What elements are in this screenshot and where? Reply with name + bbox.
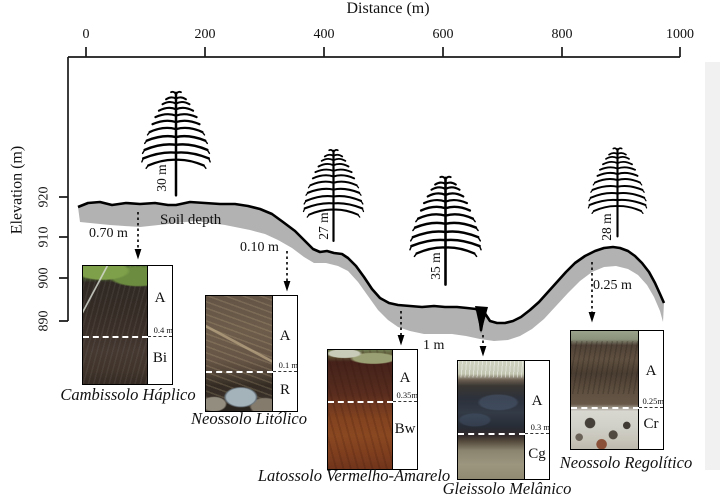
soil-profile-neossolo-regolitico: A Cr 0.25m xyxy=(570,330,664,450)
horizon-strip xyxy=(272,296,297,411)
x-tick-0: 0 xyxy=(82,27,90,42)
horizon-boundary-depth: 0.3 m xyxy=(530,422,550,433)
horizon-strip xyxy=(147,266,172,384)
y-axis-title: Elevation (m) xyxy=(8,145,26,235)
horizon-label-cr: Cr xyxy=(643,415,659,432)
horizon-boundary-line xyxy=(328,401,393,404)
tree-height-label-4: 28 m xyxy=(598,213,614,241)
profile-pit-notch xyxy=(475,306,488,333)
profile-caption-cambissolo: Cambissolo Háplico xyxy=(60,385,196,404)
soil-profile-cambissolo-haplico: A Bi 0.4 m xyxy=(82,265,173,385)
araucaria-tree-icon xyxy=(408,174,483,287)
horizon-strip xyxy=(392,350,417,469)
x-tick-800: 800 xyxy=(551,27,573,42)
y-tick-910: 910 xyxy=(36,226,52,248)
horizon-label-a: A xyxy=(399,370,411,387)
x-tick-200: 200 xyxy=(194,27,216,42)
x-axis xyxy=(68,47,681,58)
y-axis xyxy=(59,57,69,322)
x-tick-400: 400 xyxy=(313,27,335,42)
horizon-label-r: R xyxy=(279,382,290,399)
profile-caption-regolitico: Neossolo Regolítico xyxy=(559,453,693,472)
soil-profile-gleissolo: A Cg 0.3 m xyxy=(457,360,550,480)
horizon-boundary-line xyxy=(571,406,639,409)
araucaria-tree-icon xyxy=(586,146,649,238)
horizon-label-a: A xyxy=(279,328,291,345)
horizon-boundary-line xyxy=(458,433,525,436)
horizon-boundary-depth: 0.25m xyxy=(642,395,665,406)
y-tick-900: 900 xyxy=(36,267,52,289)
depth-arrow-icon xyxy=(137,212,593,346)
soil-depth-value-4: 0.25 m xyxy=(593,278,632,293)
tree-height-label-3: 35 m xyxy=(427,252,443,280)
terrain-surface-line xyxy=(77,200,666,332)
horizon-label-a: A xyxy=(531,392,543,409)
soil-photo xyxy=(571,331,639,449)
profile-caption-gleissolo: Gleissolo Melânico xyxy=(442,479,572,498)
profile-caption-litolico: Neossolo Litólico xyxy=(191,409,307,428)
horizon-boundary-line-strip xyxy=(148,335,172,337)
horizon-label-bw: Bw xyxy=(394,421,416,438)
soil-depth-value-2: 0.10 m xyxy=(240,240,279,255)
horizon-boundary-line-strip xyxy=(393,401,417,403)
horizon-label-a: A xyxy=(645,362,657,379)
profile-caption-latossolo: Latossolo Vermelho-Amarelo xyxy=(257,466,451,485)
horizon-label-bi: Bi xyxy=(152,349,168,366)
soil-profile-neossolo-litolico: A R 0.1 m xyxy=(205,295,298,412)
horizon-boundary-depth: 0.35m xyxy=(396,390,419,401)
x-tick-1000: 1000 xyxy=(666,27,694,42)
araucaria-tree-icon xyxy=(302,148,365,243)
y-tick-920: 920 xyxy=(36,186,52,208)
soil-profile-latossolo: A Bw 0.35m xyxy=(327,349,418,470)
soil-photo xyxy=(206,296,273,411)
soil-photo xyxy=(458,361,525,479)
horizon-boundary-depth: 0.4 m xyxy=(153,324,173,335)
scan-edge-artifact xyxy=(705,62,720,470)
horizon-label-a: A xyxy=(154,289,166,306)
horizon-label-cg: Cg xyxy=(528,445,546,462)
horizon-boundary-line-strip xyxy=(525,433,549,435)
tree-height-label-2: 27 m xyxy=(315,212,331,240)
horizon-strip xyxy=(638,331,663,449)
soil-photo xyxy=(83,266,148,384)
x-axis-title: Distance (m) xyxy=(346,0,430,17)
soil-depth-band xyxy=(78,202,664,341)
horizon-boundary-line-strip xyxy=(639,406,663,408)
soil-depth-value-1: 0.70 m xyxy=(89,226,128,241)
horizon-strip xyxy=(524,361,549,479)
horizon-boundary-line xyxy=(83,335,148,338)
araucaria-tree-icon xyxy=(140,90,212,197)
x-tick-600: 600 xyxy=(432,27,454,42)
horizon-boundary-line xyxy=(206,370,273,373)
y-tick-890: 890 xyxy=(36,310,52,332)
horizon-boundary-depth: 0.1 m xyxy=(278,359,298,370)
soil-depth-value-3: 1 m xyxy=(423,338,445,353)
horizon-boundary-line-strip xyxy=(273,370,297,372)
arrowhead-icon xyxy=(134,249,596,357)
soil-photo xyxy=(328,350,393,469)
tree-height-label-1: 30 m xyxy=(153,164,169,192)
soil-depth-band-label: Soil depth xyxy=(160,212,222,228)
